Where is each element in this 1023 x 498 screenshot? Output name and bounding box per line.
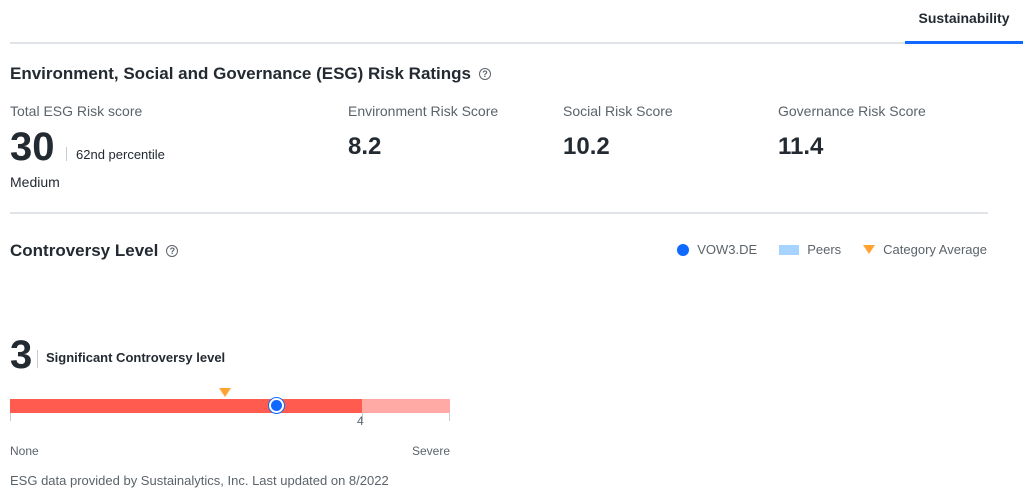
governance-risk-label: Governance Risk Score <box>778 103 926 119</box>
help-icon[interactable]: ? <box>479 68 492 80</box>
controversy-legend: VOW3.DE Peers Category Average <box>655 242 987 257</box>
help-icon[interactable]: ? <box>166 245 179 257</box>
scale-start-tick <box>10 413 11 421</box>
legend-company-label: VOW3.DE <box>697 242 758 257</box>
scale-min-label: None <box>10 444 39 458</box>
controversy-bar-remaining <box>362 399 450 413</box>
controversy-description: Significant Controversy level <box>46 350 226 365</box>
company-dot-icon <box>677 243 690 256</box>
social-risk-score: Social Risk Score 10.2 <box>563 103 673 161</box>
peer-tick <box>362 413 363 421</box>
data-source-footer: ESG data provided by Sustainalytics, Inc… <box>10 473 389 488</box>
controversy-scale-bar: 4 <box>10 386 450 436</box>
total-esg-label: Total ESG Risk score <box>10 103 143 119</box>
controversy-bar-filled <box>10 399 362 413</box>
governance-risk-value: 11.4 <box>778 133 824 160</box>
peers-swatch-icon <box>779 244 800 255</box>
active-tab-indicator <box>905 41 1023 44</box>
social-risk-label: Social Risk Score <box>563 103 673 119</box>
total-esg-level: Medium <box>10 174 60 190</box>
esg-section-title: Environment, Social and Governance (ESG)… <box>10 64 492 84</box>
legend-category-average: Category Average <box>863 242 987 257</box>
company-marker-icon <box>269 398 284 413</box>
environment-risk-score: Environment Risk Score 8.2 <box>348 103 498 161</box>
legend-category-average-label: Category Average <box>883 242 987 257</box>
category-average-marker-icon <box>219 388 231 397</box>
legend-peers: Peers <box>779 242 841 257</box>
social-risk-value: 10.2 <box>563 133 610 160</box>
total-esg-score: Total ESG Risk score <box>10 103 142 119</box>
environment-risk-value: 8.2 <box>348 133 382 160</box>
legend-peers-label: Peers <box>807 242 842 257</box>
tab-bar: Sustainability <box>0 0 1023 46</box>
percentile-divider <box>66 147 67 161</box>
tab-sustainability[interactable]: Sustainability <box>905 0 1023 46</box>
controversy-value: 3 <box>10 333 33 377</box>
governance-risk-score: Governance Risk Score 11.4 <box>778 103 926 161</box>
section-divider <box>10 212 988 214</box>
esg-title-text: Environment, Social and Governance (ESG)… <box>10 64 472 83</box>
peer-tick-label: 4 <box>357 414 364 428</box>
category-average-triangle-icon <box>863 245 876 254</box>
scale-end-tick <box>449 413 450 421</box>
controversy-section-title: Controversy Level? <box>10 241 179 261</box>
tab-bar-divider <box>10 42 1023 44</box>
total-esg-percentile: 62nd percentile <box>76 147 165 162</box>
scale-max-label: Severe <box>411 444 450 458</box>
environment-risk-label: Environment Risk Score <box>348 103 499 119</box>
legend-company: VOW3.DE <box>677 242 757 257</box>
controversy-divider <box>37 350 38 368</box>
controversy-title-text: Controversy Level <box>10 241 159 260</box>
tab-sustainability-label: Sustainability <box>918 10 1010 26</box>
total-esg-value: 30 <box>10 125 55 169</box>
